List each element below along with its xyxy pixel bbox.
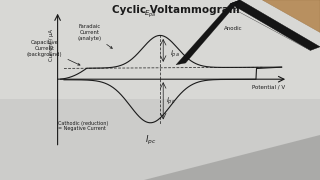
Text: Current / µA: Current / µA [49, 29, 54, 61]
Polygon shape [262, 0, 320, 32]
Text: Potential / V: Potential / V [252, 85, 285, 90]
Polygon shape [144, 135, 320, 180]
Bar [0, 0, 320, 99]
Polygon shape [176, 0, 240, 65]
Text: Cyclic Voltammogram: Cyclic Voltammogram [112, 5, 240, 15]
Text: Anodic: Anodic [224, 26, 243, 31]
Text: $I_{pc}$: $I_{pc}$ [145, 134, 156, 147]
Text: $i_{pa}$: $i_{pa}$ [170, 48, 179, 60]
Text: Cathodic (reduction)
= Negative Current: Cathodic (reduction) = Negative Current [58, 121, 108, 131]
Text: $i_{pc}$: $i_{pc}$ [166, 95, 176, 107]
Polygon shape [230, 0, 320, 50]
Text: Faradaic
Current
(analyte): Faradaic Current (analyte) [77, 24, 112, 48]
Text: Capacitive
Current
(background): Capacitive Current (background) [27, 40, 80, 65]
Text: $E_{pa}$: $E_{pa}$ [144, 8, 156, 20]
